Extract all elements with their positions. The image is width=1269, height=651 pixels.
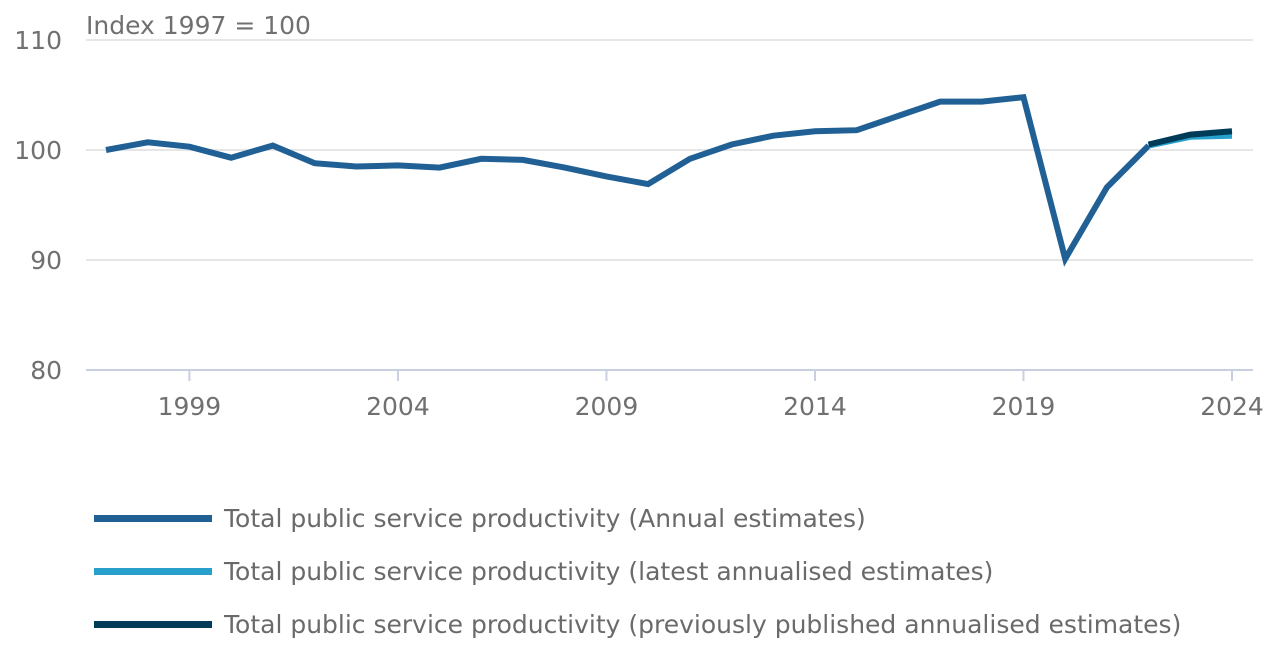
legend-item: Total public service productivity (previ… <box>94 598 1181 651</box>
legend-swatch <box>94 515 212 522</box>
x-tick-label: 2014 <box>783 392 847 421</box>
x-tick-label: 2009 <box>575 392 639 421</box>
line-chart: Index 1997 = 100 80 90 100 110 1999 2004 2009… <box>14 11 1264 421</box>
legend-item: Total public service productivity (lates… <box>94 545 1181 598</box>
legend-label: Total public service productivity (lates… <box>224 557 994 586</box>
gridlines <box>86 39 1253 371</box>
y-tick-label: 110 <box>14 26 62 55</box>
series-lines <box>105 93 1233 267</box>
y-tick-label: 90 <box>30 246 62 275</box>
legend-item: Total public service productivity (Annua… <box>94 492 1181 545</box>
legend: Total public service productivity (Annua… <box>94 492 1181 651</box>
x-tick-label: 2019 <box>992 392 1056 421</box>
x-axis: 1999 2004 2009 2014 2019 2024 <box>158 370 1264 421</box>
x-tick-label: 2024 <box>1200 392 1264 421</box>
legend-swatch <box>94 621 212 628</box>
legend-swatch <box>94 568 212 575</box>
y-tick-label: 100 <box>14 136 62 165</box>
y-axis-ticks: 80 90 100 110 <box>14 26 62 385</box>
legend-label: Total public service productivity (Annua… <box>224 504 866 533</box>
x-tick-label: 2004 <box>366 392 430 421</box>
series-line-3 <box>1147 128 1233 148</box>
y-axis-label: Index 1997 = 100 <box>86 11 311 40</box>
y-tick-label: 80 <box>30 356 62 385</box>
x-tick-label: 1999 <box>158 392 222 421</box>
legend-label: Total public service productivity (previ… <box>224 610 1182 639</box>
series-line-1 <box>105 93 1151 267</box>
